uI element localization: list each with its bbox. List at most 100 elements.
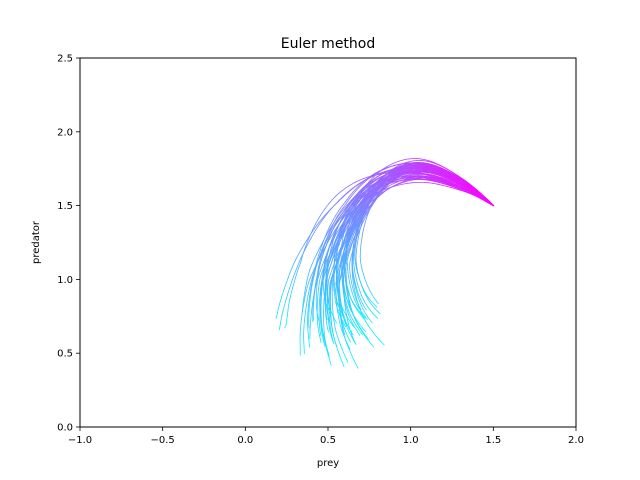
- mean-trajectory-dot: [386, 178, 388, 180]
- trajectory-segment: [332, 330, 333, 335]
- trajectory-segment: [365, 313, 367, 317]
- trajectory-segment: [320, 339, 321, 342]
- y-tick-label: 1.5: [57, 201, 73, 212]
- trajectory-segment: [329, 284, 330, 289]
- trajectory-segment: [438, 184, 443, 185]
- trajectory-segment: [363, 309, 365, 313]
- mean-trajectory-dot: [343, 319, 345, 321]
- mean-trajectory-dot: [472, 191, 474, 193]
- trajectory-segment: [294, 278, 295, 283]
- trajectory-segment: [354, 268, 355, 273]
- trajectory-segment: [333, 316, 334, 321]
- trajectory-segment: [293, 273, 295, 278]
- trajectory-segment: [284, 286, 285, 290]
- trajectory-segment: [347, 335, 349, 339]
- mean-trajectory-dot: [369, 189, 371, 191]
- trajectory-segment: [339, 196, 343, 200]
- trajectory-segment: [301, 315, 302, 320]
- trajectory-segment: [335, 321, 336, 323]
- trajectory-segment: [442, 185, 447, 186]
- trajectory-segment: [397, 177, 401, 178]
- trajectory-segment: [290, 267, 292, 272]
- trajectory-segment: [341, 360, 343, 364]
- trajectory-segment: [376, 301, 379, 304]
- mean-trajectory-dot: [406, 173, 408, 175]
- trajectory-segment: [399, 160, 403, 161]
- trajectory-segment: [362, 303, 364, 306]
- trajectory-segment: [372, 294, 374, 298]
- trajectory-segment: [328, 209, 332, 213]
- mean-trajectory-dot: [427, 173, 429, 175]
- trajectory-segment: [304, 292, 305, 296]
- trajectory-segment: [329, 265, 331, 271]
- trajectory-segment: [339, 341, 341, 345]
- chart-title: Euler method: [281, 36, 376, 52]
- trajectory-segment: [378, 311, 381, 314]
- trajectory-segment: [345, 356, 346, 359]
- trajectory-segment: [290, 292, 291, 296]
- trajectory-segment: [347, 259, 348, 264]
- trajectory-segment: [370, 302, 372, 305]
- trajectory-segment: [318, 222, 321, 227]
- trajectory-segment: [376, 336, 379, 339]
- trajectory-segment: [307, 281, 309, 287]
- trajectory-segment: [371, 329, 374, 333]
- trajectory-segment: [350, 353, 352, 357]
- trajectory-segment: [344, 327, 346, 331]
- trajectory-segment: [370, 310, 373, 313]
- trajectory-segment: [282, 291, 283, 295]
- trajectory-segment: [279, 303, 280, 307]
- trajectory-segment: [329, 200, 333, 204]
- trajectory-segment: [345, 307, 346, 312]
- trajectory-segment: [389, 184, 393, 186]
- trajectory-segment: [343, 192, 347, 196]
- trajectory-segment: [318, 288, 319, 293]
- trajectory-segment: [328, 328, 329, 332]
- trajectory-segment: [364, 307, 366, 310]
- trajectory-segment: [325, 204, 329, 209]
- trajectory-segment: [391, 163, 395, 165]
- mean-trajectory-dot: [333, 267, 335, 269]
- trajectory-segment: [361, 300, 363, 304]
- trajectory-segment: [362, 327, 364, 330]
- mean-trajectory-dot: [434, 175, 436, 177]
- trajectory-segment: [338, 351, 339, 355]
- trajectory-segment: [293, 283, 294, 288]
- trajectory-segment: [408, 161, 412, 162]
- trajectory-segment: [328, 280, 329, 285]
- trajectory-segment: [352, 357, 354, 361]
- trajectory-segment: [278, 310, 279, 313]
- trajectory-segment: [305, 312, 306, 317]
- trajectory-segment: [404, 159, 408, 160]
- trajectory-segment: [372, 305, 375, 308]
- trajectory-segment: [335, 327, 336, 332]
- trajectory-segment: [362, 295, 364, 299]
- trajectory-segment: [309, 269, 310, 274]
- trajectory-segment: [347, 360, 348, 363]
- trajectory-segment: [353, 255, 354, 260]
- trajectory-segment: [332, 312, 333, 315]
- trajectory-segment: [364, 222, 365, 226]
- trajectory-segment: [363, 299, 365, 303]
- trajectory-segment: [366, 321, 369, 325]
- mean-trajectory-dot: [338, 244, 340, 246]
- mean-trajectory-dot: [334, 290, 336, 292]
- trajectory-segment: [356, 246, 357, 251]
- x-tick-label: 0.5: [320, 435, 336, 446]
- x-tick-label: 1.0: [403, 435, 419, 446]
- trajectory-segment: [349, 311, 351, 315]
- mean-trajectory-dot: [333, 275, 335, 277]
- trajectory-segment: [337, 266, 338, 271]
- trajectory-segment: [346, 331, 348, 335]
- trajectory-segment: [375, 316, 378, 319]
- trajectory-segment: [372, 302, 375, 305]
- trajectory-segment: [309, 275, 311, 281]
- trajectory-segment: [328, 321, 329, 326]
- trajectory-segment: [319, 331, 320, 335]
- trajectory-segment: [329, 274, 331, 279]
- trajectory-segment: [373, 313, 376, 316]
- mean-trajectory-dot: [350, 330, 352, 332]
- trajectory-segment: [281, 316, 282, 320]
- trajectory-segment: [408, 174, 412, 175]
- trajectory-segment: [342, 349, 344, 353]
